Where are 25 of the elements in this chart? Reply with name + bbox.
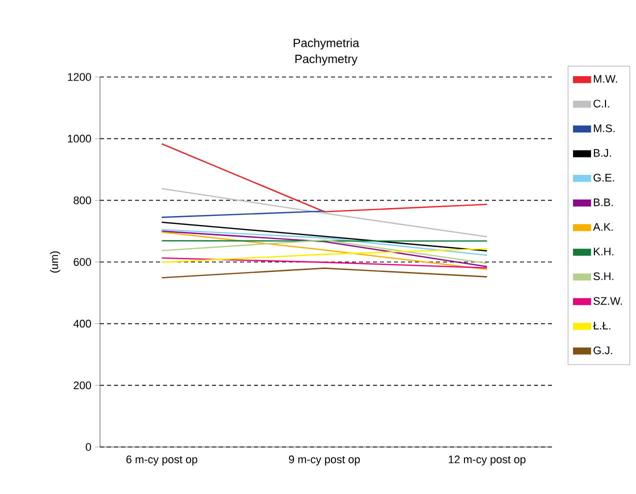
x-tick-label: 9 m-cy post op [288, 456, 360, 466]
y-tick-label: 800 [74, 196, 92, 204]
y-tick-label: 0 [86, 443, 92, 451]
legend-label: K.H. [594, 248, 614, 256]
x-tick-label: 12 m-cy post op [448, 456, 526, 466]
legend-label: M.S. [594, 124, 615, 132]
legend-label: G.J. [594, 346, 612, 354]
y-tick-label: 600 [74, 258, 92, 266]
legend-label: B.J. [594, 149, 611, 157]
y-tick-label: 200 [74, 381, 92, 390]
legend-label: SZ.W. [594, 297, 622, 305]
y-tick-label: 400 [73, 320, 92, 328]
legend-label: B.B. [594, 198, 613, 206]
y-axis-title: (um) [50, 251, 60, 273]
legend-label: S.H. [594, 272, 614, 280]
x-tick-label: 6 m-cy post op [126, 456, 198, 466]
legend-label: C.I. [594, 100, 610, 108]
legend-label: A.K. [593, 223, 613, 231]
legend-label: Ł.Ł. [593, 322, 610, 330]
y-tick-label: 1000 [68, 134, 92, 143]
y-tick-label: 1200 [68, 73, 92, 81]
chart-subtitle: Pachymetry [295, 54, 358, 66]
chart-title: Pachymetria [294, 38, 360, 50]
legend-label: G.E. [594, 174, 614, 182]
legend-label: M.W. [594, 75, 617, 83]
